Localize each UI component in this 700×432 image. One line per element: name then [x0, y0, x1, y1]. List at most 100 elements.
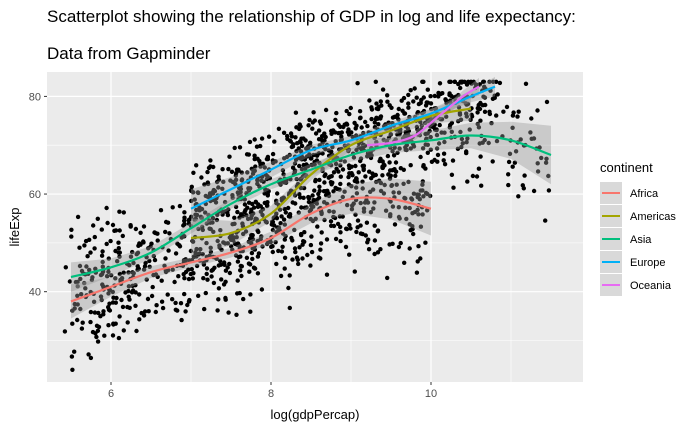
scatter-point — [245, 170, 250, 175]
scatter-point — [457, 112, 463, 117]
scatter-point — [241, 231, 246, 237]
scatter-point — [126, 284, 132, 289]
scatter-point — [347, 252, 352, 257]
scatter-point — [355, 81, 360, 86]
scatter-point — [466, 80, 471, 85]
scatter-point — [216, 177, 222, 182]
scatter-point — [141, 224, 147, 229]
scatter-point — [213, 200, 219, 205]
scatter-point — [243, 208, 248, 213]
scatter-point — [378, 114, 383, 120]
scatter-point — [217, 243, 222, 248]
scatter-point — [128, 254, 134, 259]
scatter-point — [323, 192, 329, 198]
scatter-point — [419, 97, 424, 103]
scatter-point — [507, 151, 513, 156]
scatter-point — [346, 182, 352, 187]
scatter-point — [315, 224, 320, 229]
scatter-point — [126, 270, 131, 275]
scatter-point — [338, 230, 343, 235]
scatter-point — [257, 184, 262, 189]
scatter-point — [270, 227, 276, 233]
scatter-point — [100, 264, 106, 269]
scatter-point — [203, 290, 208, 296]
scatter-point — [88, 250, 93, 255]
scatter-point — [407, 114, 412, 120]
scatter-point — [92, 234, 98, 240]
scatter-point — [110, 333, 116, 338]
scatter-point — [146, 309, 151, 314]
scatter-point — [340, 214, 345, 219]
scatter-point — [522, 173, 527, 178]
scatter-point — [345, 202, 350, 208]
scatter-point — [497, 80, 503, 86]
scatter-point — [368, 210, 374, 215]
scatter-point — [287, 152, 292, 158]
scatter-point — [408, 88, 413, 93]
scatter-point — [75, 317, 80, 323]
scatter-point — [494, 138, 500, 144]
scatter-point — [406, 92, 411, 98]
scatter-point — [354, 185, 359, 190]
scatter-point — [311, 200, 316, 205]
legend-label-europe: Europe — [630, 257, 665, 269]
scatter-point — [320, 151, 325, 156]
scatter-point — [183, 269, 189, 275]
scatter-point — [305, 252, 310, 258]
scatter-point — [531, 188, 537, 194]
scatter-point — [302, 239, 307, 244]
scatter-point — [379, 103, 384, 108]
scatter-point — [529, 136, 534, 141]
scatter-point — [113, 276, 118, 281]
scatter-point — [265, 203, 270, 208]
scatter-point — [476, 125, 482, 130]
scatter-point — [397, 146, 402, 151]
scatter-point — [90, 275, 95, 280]
scatter-point — [425, 208, 430, 213]
scatter-point — [421, 163, 426, 168]
scatter-point — [107, 301, 112, 306]
scatter-point — [372, 238, 378, 243]
scatter-point — [396, 244, 402, 250]
scatter-point — [228, 237, 234, 242]
scatter-point — [255, 178, 260, 183]
scatter-point — [194, 212, 200, 218]
confidence-band-americas — [191, 96, 471, 258]
scatter-point — [133, 283, 138, 288]
scatter-point — [127, 297, 132, 302]
scatter-point — [312, 118, 317, 123]
scatter-point — [104, 205, 109, 211]
scatter-point — [468, 117, 473, 123]
scatter-point — [286, 285, 291, 291]
scatter-point — [296, 210, 301, 215]
scatter-point — [298, 149, 304, 154]
scatter-point — [113, 228, 119, 233]
scatter-point — [330, 144, 335, 150]
scatter-point — [482, 95, 488, 100]
scatter-point — [311, 204, 316, 209]
scatter-point — [302, 157, 307, 162]
scatter-point — [299, 232, 304, 238]
scatter-point — [98, 314, 103, 319]
scatter-point — [196, 293, 201, 298]
scatter-point — [392, 222, 398, 227]
scatter-point — [481, 79, 486, 85]
scatter-point — [317, 188, 322, 194]
scatter-point — [387, 160, 392, 165]
scatter-point — [344, 226, 349, 231]
scatter-point — [464, 150, 469, 156]
scatter-point — [314, 201, 319, 206]
scatter-point — [306, 144, 311, 149]
scatter-point — [475, 121, 480, 127]
scatter-point — [87, 267, 92, 273]
scatter-point — [408, 228, 413, 233]
scatter-point — [408, 163, 413, 168]
scatter-point — [102, 333, 107, 338]
scatter-point — [395, 132, 400, 137]
scatter-point — [119, 297, 124, 303]
scatter-point — [319, 134, 325, 139]
scatter-point — [318, 256, 323, 261]
scatter-point — [138, 230, 143, 235]
scatter-point — [415, 195, 420, 200]
scatter-point — [366, 237, 371, 242]
